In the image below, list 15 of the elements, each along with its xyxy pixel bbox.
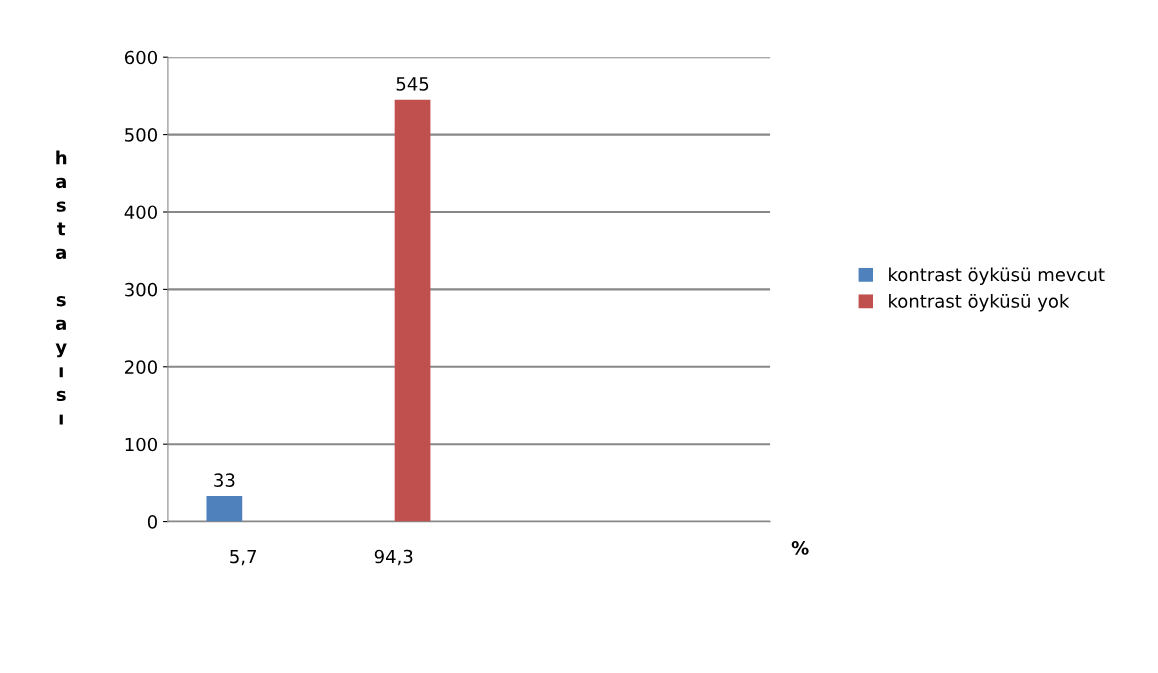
data-label: 545 <box>396 77 429 91</box>
x-axis-title: % <box>791 541 809 555</box>
x-tick-label: 94,3 <box>374 549 413 566</box>
y-tick-label: 200 <box>125 360 157 374</box>
y-tick-label: 300 <box>125 282 157 297</box>
y-tick-label: 0 <box>147 515 157 529</box>
legend-label: kontrast öyküsü yok <box>889 293 1070 312</box>
text: hasta sayısı <box>55 150 67 425</box>
y-tick-label: 400 <box>124 205 157 220</box>
y-tick-label: 100 <box>125 437 157 452</box>
y-tick-label: 500 <box>125 128 157 142</box>
data-label: 33 <box>214 473 235 487</box>
y-tick-label: 600 <box>124 50 157 65</box>
x-tick-label: 5,7 <box>230 549 256 566</box>
legend-label: kontrast öyküsü mevcut <box>889 267 1105 285</box>
